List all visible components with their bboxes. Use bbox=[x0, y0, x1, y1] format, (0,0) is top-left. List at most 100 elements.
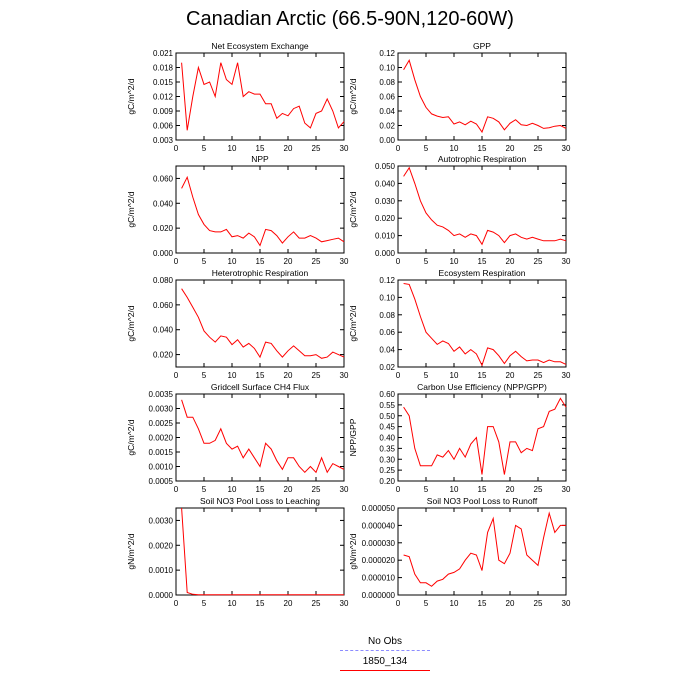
x-tick-label: 30 bbox=[562, 485, 571, 494]
panel-title: NPP bbox=[251, 154, 269, 164]
x-tick-label: 20 bbox=[506, 144, 515, 153]
y-tick-label: 0.012 bbox=[153, 93, 174, 102]
x-tick-label: 5 bbox=[424, 257, 429, 266]
y-tick-label: 0.0035 bbox=[149, 390, 174, 399]
y-tick-label: 0.08 bbox=[379, 78, 395, 87]
panel-7: Carbon Use Efficiency (NPP/GPP) 0 5 10 15 20 2… bbox=[348, 382, 571, 494]
y-tick-label: 0.50 bbox=[379, 412, 395, 421]
y-tick-label: 0.0010 bbox=[149, 566, 174, 575]
x-tick-label: 10 bbox=[228, 257, 237, 266]
panel-frame bbox=[175, 52, 345, 141]
panel-6: Gridcell Surface CH4 Flux 0 5 10 15 20 25 30 0.0… bbox=[126, 382, 349, 494]
y-tick-label: 0.000 bbox=[153, 249, 174, 258]
x-tick-label: 5 bbox=[202, 485, 207, 494]
x-tick-label: 10 bbox=[228, 371, 237, 380]
x-tick-label: 10 bbox=[450, 257, 459, 266]
y-tick-label: 0.010 bbox=[375, 232, 396, 241]
panel-title: Gridcell Surface CH4 Flux bbox=[211, 382, 310, 392]
panel-title: Heterotrophic Respiration bbox=[212, 268, 309, 278]
x-tick-label: 20 bbox=[284, 485, 293, 494]
x-tick-label: 15 bbox=[478, 257, 487, 266]
y-tick-label: 0.04 bbox=[379, 346, 395, 355]
series-line bbox=[181, 62, 345, 131]
x-tick-label: 25 bbox=[534, 485, 543, 494]
y-tick-label: 0.000050 bbox=[362, 504, 396, 513]
legend-line-no-obs bbox=[340, 650, 430, 651]
panel-frame bbox=[175, 507, 345, 596]
y-tick-label: 0.040 bbox=[375, 179, 396, 188]
y-tick-label: 0.000040 bbox=[362, 521, 396, 530]
x-tick-label: 15 bbox=[256, 371, 265, 380]
x-tick-label: 5 bbox=[202, 371, 207, 380]
x-tick-label: 30 bbox=[340, 599, 349, 608]
y-tick-label: 0.12 bbox=[379, 276, 395, 285]
series-line bbox=[181, 399, 345, 474]
page-title: Canadian Arctic (66.5-90N,120-60W) bbox=[186, 8, 514, 30]
y-tick-label: 0.55 bbox=[379, 401, 395, 410]
y-tick-label: 0.02 bbox=[379, 363, 395, 372]
legend-line-run bbox=[340, 670, 430, 671]
y-tick-label: 0.60 bbox=[379, 390, 395, 399]
y-tick-label: 0.040 bbox=[153, 326, 174, 335]
y-tick-label: 0.30 bbox=[379, 455, 395, 464]
x-tick-label: 0 bbox=[396, 485, 401, 494]
panel-8: Soil NO3 Pool Loss to Leaching 0 5 10 15 20 25… bbox=[126, 496, 349, 608]
x-tick-label: 0 bbox=[174, 144, 179, 153]
panel-1: GPP 0 5 10 15 20 25 30 0.00 0.02 0.04 0.06 0.08 0.10 0… bbox=[348, 41, 571, 153]
panel-5: Ecosystem Respiration 0 5 10 15 20 25 30 0.02 0.0… bbox=[348, 268, 571, 380]
series-line bbox=[403, 397, 567, 475]
y-tick-label: 0.35 bbox=[379, 444, 395, 453]
y-tick-label: 0.0030 bbox=[149, 516, 174, 525]
x-tick-label: 0 bbox=[174, 257, 179, 266]
y-tick-label: 0.018 bbox=[153, 64, 174, 73]
x-tick-label: 10 bbox=[450, 144, 459, 153]
x-tick-label: 25 bbox=[534, 599, 543, 608]
panel-9: Soil NO3 Pool Loss to Runoff 0 5 10 15 20 25 30… bbox=[348, 496, 571, 608]
x-tick-label: 30 bbox=[562, 144, 571, 153]
panel-title: Net Ecosystem Exchange bbox=[211, 41, 309, 51]
y-tick-label: 0.10 bbox=[379, 293, 395, 302]
y-tick-label: 0.40 bbox=[379, 434, 395, 443]
y-tick-label: 0.000030 bbox=[362, 539, 396, 548]
x-tick-label: 10 bbox=[228, 485, 237, 494]
y-tick-label: 0.009 bbox=[153, 107, 174, 116]
x-tick-label: 0 bbox=[174, 485, 179, 494]
series-line bbox=[181, 288, 345, 359]
y-tick-label: 0.050 bbox=[375, 162, 396, 171]
x-tick-label: 25 bbox=[312, 144, 321, 153]
panel-title: Ecosystem Respiration bbox=[439, 268, 526, 278]
x-tick-label: 20 bbox=[284, 371, 293, 380]
x-tick-label: 0 bbox=[396, 599, 401, 608]
x-tick-label: 20 bbox=[506, 371, 515, 380]
legend-label-run: 1850_134 bbox=[362, 656, 408, 667]
series-line bbox=[403, 59, 567, 134]
x-tick-label: 25 bbox=[312, 485, 321, 494]
x-tick-label: 30 bbox=[562, 371, 571, 380]
series-line bbox=[181, 507, 344, 596]
y-tick-label: 0.000000 bbox=[362, 591, 396, 600]
y-tick-label: 0.030 bbox=[375, 197, 396, 206]
x-tick-label: 15 bbox=[478, 144, 487, 153]
x-tick-label: 30 bbox=[562, 599, 571, 608]
x-tick-label: 5 bbox=[202, 144, 207, 153]
x-tick-label: 5 bbox=[202, 599, 207, 608]
x-tick-label: 20 bbox=[506, 599, 515, 608]
panel-title: GPP bbox=[473, 41, 491, 51]
x-tick-label: 30 bbox=[340, 485, 349, 494]
y-tick-label: 0.080 bbox=[153, 276, 174, 285]
series-line bbox=[403, 511, 566, 587]
x-tick-label: 20 bbox=[284, 257, 293, 266]
y-tick-label: 0.0020 bbox=[149, 541, 174, 550]
x-tick-label: 25 bbox=[534, 371, 543, 380]
series-line bbox=[403, 166, 567, 246]
panel-title: Soil NO3 Pool Loss to Leaching bbox=[200, 496, 320, 506]
y-tick-label: 0.006 bbox=[153, 122, 174, 131]
y-axis-label: gC/m^2/d bbox=[348, 78, 358, 114]
x-tick-label: 0 bbox=[396, 144, 401, 153]
panel-0: Net Ecosystem Exchange 0 5 10 15 20 25 30 0.003 0… bbox=[126, 41, 349, 153]
x-tick-label: 25 bbox=[534, 144, 543, 153]
x-tick-label: 15 bbox=[256, 144, 265, 153]
y-tick-label: 0.060 bbox=[153, 174, 174, 183]
x-tick-label: 0 bbox=[396, 257, 401, 266]
